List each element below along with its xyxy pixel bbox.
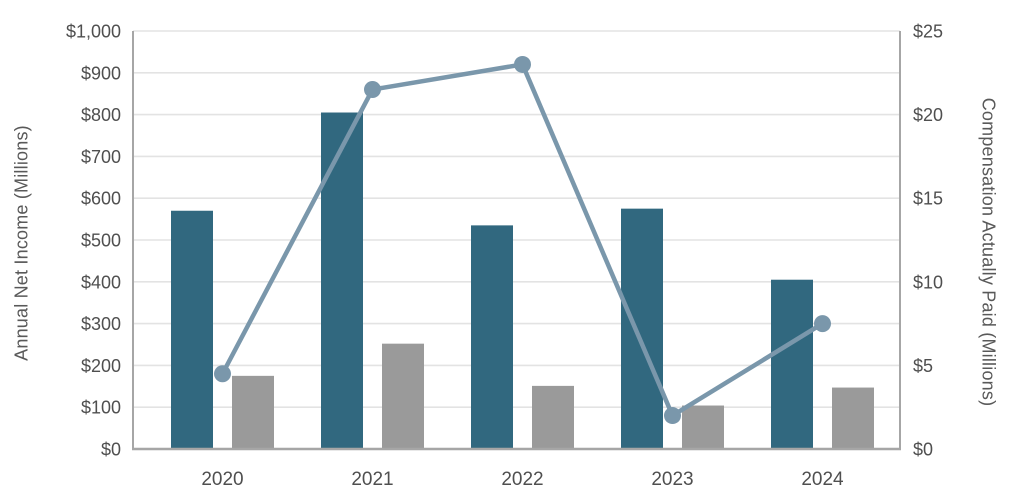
bar-gray-series: [532, 385, 574, 449]
right-axis-tick-label: $10: [913, 272, 943, 292]
left-axis-tick-label: $900: [81, 63, 121, 83]
bar-annual-net-income: [771, 279, 813, 449]
x-axis-category-label: 2021: [351, 469, 393, 490]
left-axis-tick-label: $400: [81, 272, 121, 292]
x-axis-category-label: 2024: [801, 469, 844, 490]
bar-annual-net-income: [621, 208, 663, 449]
left-axis-tick-label: $0: [101, 440, 121, 460]
right-axis-tick-label: $5: [913, 356, 933, 376]
right-axis-tick-label: $20: [913, 105, 943, 125]
right-axis-title: Compensation Actually Paid (Millions): [978, 97, 999, 407]
left-axis-tick-label: $500: [81, 231, 121, 251]
bar-gray-series: [832, 387, 874, 449]
line-marker: [664, 407, 681, 425]
right-axis-tick-label: $25: [913, 22, 943, 42]
bar-annual-net-income: [471, 225, 513, 449]
x-axis-category-label: 2022: [501, 469, 543, 490]
bar-gray-series: [382, 343, 424, 449]
line-marker: [514, 55, 531, 73]
right-axis-tick-label: $0: [913, 440, 933, 460]
bar-annual-net-income: [321, 112, 363, 449]
bar-gray-series: [682, 405, 724, 449]
bar-gray-series: [232, 375, 274, 449]
left-axis-title: Annual Net Income (Millions): [11, 125, 32, 361]
line-marker: [214, 365, 231, 383]
left-axis-tick-label: $800: [81, 105, 121, 125]
left-axis-tick-label: $100: [81, 398, 121, 418]
left-axis-tick-label: $700: [81, 147, 121, 167]
x-axis-category-label: 2020: [201, 469, 243, 490]
left-axis-tick-label: $1,000: [66, 22, 121, 42]
right-axis-tick-label: $15: [913, 189, 943, 209]
x-axis-category-label: 2023: [651, 469, 693, 490]
line-marker: [364, 81, 381, 99]
left-axis-tick-label: $300: [81, 314, 121, 334]
left-axis-tick-label: $600: [81, 189, 121, 209]
bar-annual-net-income: [171, 210, 213, 449]
line-marker: [814, 315, 831, 333]
left-axis-tick-label: $200: [81, 356, 121, 376]
